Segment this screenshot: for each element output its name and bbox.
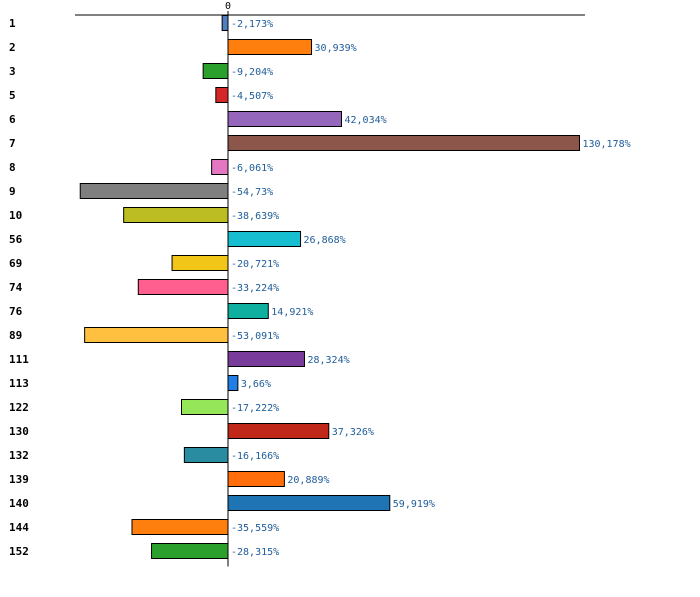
category-label-144: 144 [9, 521, 29, 534]
category-label-56: 56 [9, 233, 23, 246]
category-label-89: 89 [9, 329, 22, 342]
bar-139 [227, 471, 285, 487]
value-label-113: 3,66% [241, 379, 271, 390]
category-label-113: 113 [9, 377, 29, 390]
bar-6 [227, 111, 342, 127]
category-label-111: 111 [9, 353, 29, 366]
value-label-5: -4,507% [231, 91, 273, 102]
value-label-7: 130,178% [582, 139, 630, 150]
value-label-9: -54,73% [231, 187, 273, 198]
bar-7 [227, 135, 580, 151]
bar-132 [183, 447, 229, 463]
value-label-69: -20,721% [231, 259, 279, 270]
zero-tick-label: 0 [225, 1, 231, 12]
category-label-10: 10 [9, 209, 22, 222]
category-label-132: 132 [9, 449, 29, 462]
value-label-132: -16,166% [231, 451, 279, 462]
category-label-130: 130 [9, 425, 29, 438]
bar-2 [227, 39, 313, 55]
value-label-10: -38,639% [231, 211, 279, 222]
value-label-6: 42,034% [344, 115, 386, 126]
bar-140 [227, 495, 391, 511]
category-label-76: 76 [9, 305, 23, 318]
category-label-1: 1 [9, 17, 16, 30]
value-label-139: 20,889% [287, 475, 329, 486]
category-label-8: 8 [9, 161, 16, 174]
value-label-144: -35,559% [231, 523, 279, 534]
value-label-76: 14,921% [271, 307, 313, 318]
bar-113 [227, 375, 239, 391]
category-label-74: 74 [9, 281, 23, 294]
value-label-3: -9,204% [231, 67, 273, 78]
value-label-56: 26,868% [304, 235, 346, 246]
category-label-69: 69 [9, 257, 22, 270]
category-label-140: 140 [9, 497, 29, 510]
value-label-140: 59,919% [393, 499, 435, 510]
bar-144 [131, 519, 229, 535]
value-label-122: -17,222% [231, 403, 279, 414]
bar-111 [227, 351, 305, 367]
value-label-130: 37,326% [332, 427, 374, 438]
bar-3 [202, 63, 229, 79]
category-label-139: 139 [9, 473, 29, 486]
bar-76 [227, 303, 269, 319]
bar-122 [181, 399, 229, 415]
bar-8 [211, 159, 229, 175]
bar-5 [215, 87, 229, 103]
bar-89 [84, 327, 229, 343]
value-label-8: -6,061% [231, 163, 273, 174]
value-label-111: 28,324% [307, 355, 349, 366]
bar-56 [227, 231, 302, 247]
category-label-2: 2 [9, 41, 16, 54]
category-label-5: 5 [9, 89, 16, 102]
bar-9 [79, 183, 229, 199]
category-label-9: 9 [9, 185, 16, 198]
value-label-1: -2,173% [231, 19, 273, 30]
category-label-3: 3 [9, 65, 16, 78]
bar-69 [171, 255, 229, 271]
value-label-152: -28,315% [231, 547, 279, 558]
bar-74 [137, 279, 229, 295]
category-label-7: 7 [9, 137, 16, 150]
category-label-122: 122 [9, 401, 29, 414]
value-label-74: -33,224% [231, 283, 279, 294]
bar-10 [123, 207, 229, 223]
category-label-152: 152 [9, 545, 29, 558]
value-label-89: -53,091% [231, 331, 279, 342]
bar-152 [151, 543, 229, 559]
category-label-6: 6 [9, 113, 16, 126]
value-label-2: 30,939% [315, 43, 357, 54]
bar-1 [221, 15, 229, 31]
bar-130 [227, 423, 330, 439]
